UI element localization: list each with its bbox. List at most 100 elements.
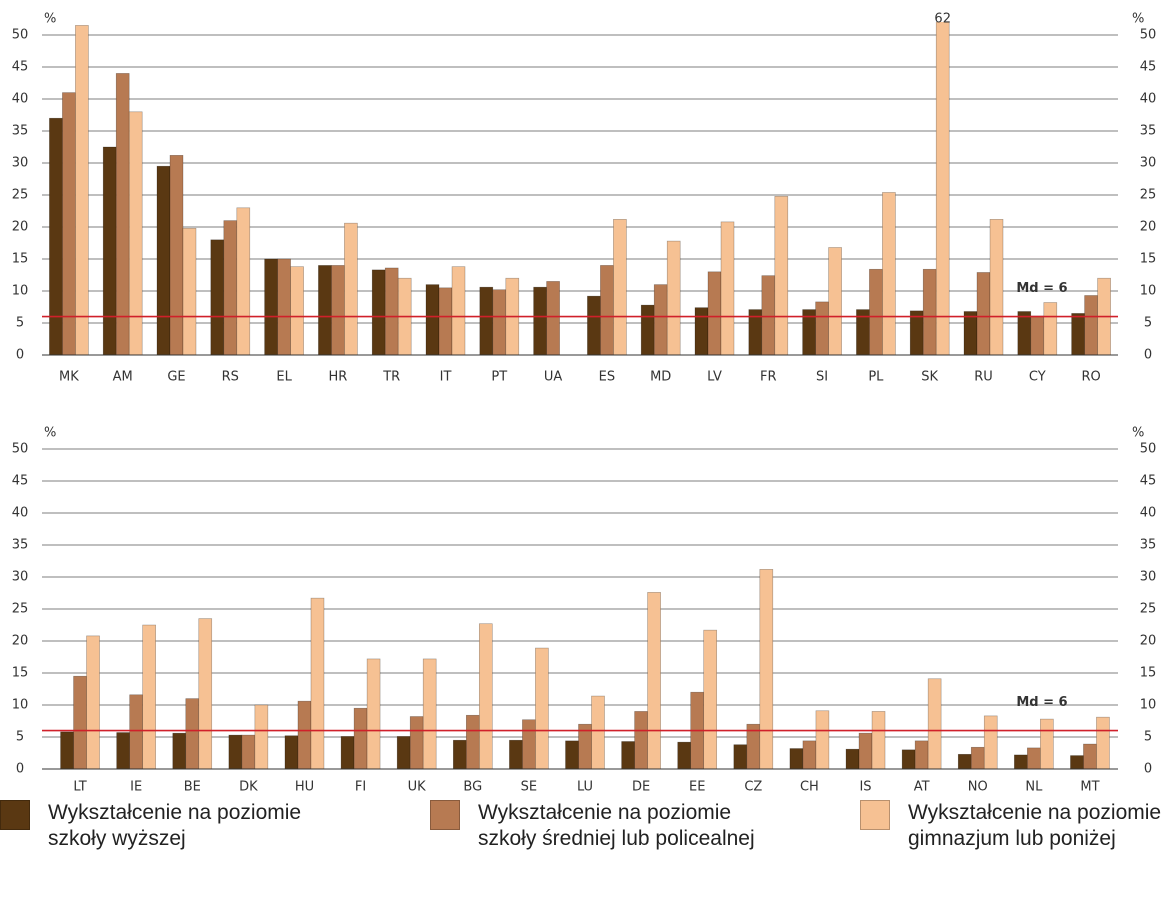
bar [703, 629, 718, 770]
bar [914, 740, 929, 770]
bar [331, 265, 345, 356]
y-axis-label: % [44, 12, 56, 27]
bar [707, 271, 722, 356]
x-tick-label: ES [599, 370, 615, 385]
y2-tick-label: 40 [1140, 92, 1157, 107]
x-tick-label: BE [184, 780, 201, 795]
bar [128, 111, 143, 356]
bar [465, 714, 480, 770]
bar [533, 286, 547, 356]
y2-tick-label: 25 [1140, 188, 1157, 203]
y2-axis-label: % [1132, 12, 1144, 27]
bar [384, 267, 399, 356]
y2-tick-label: 20 [1140, 634, 1157, 649]
y-tick-label: 25 [12, 188, 29, 203]
bar [1070, 755, 1084, 770]
y-tick-label: 0 [16, 762, 24, 777]
bar [759, 569, 774, 770]
bar [858, 732, 873, 770]
x-tick-label: SE [521, 780, 537, 795]
bar [340, 736, 355, 770]
bar [492, 289, 507, 356]
bar [970, 746, 985, 770]
bar [290, 266, 304, 356]
bar [318, 265, 332, 356]
bar [882, 192, 896, 356]
bar [733, 744, 748, 770]
bar [422, 658, 437, 770]
x-tick-label: UA [544, 370, 563, 385]
x-tick-label: HU [295, 780, 314, 795]
y2-tick-label: 35 [1140, 538, 1157, 553]
bar [802, 740, 817, 770]
y-tick-label: 15 [12, 252, 29, 267]
bar [1071, 313, 1085, 356]
bar [142, 624, 156, 770]
bar [871, 711, 886, 770]
x-tick-label: LU [577, 780, 593, 795]
bar [666, 240, 681, 356]
bar [438, 287, 453, 356]
x-tick-label: NL [1025, 780, 1043, 795]
y-tick-label: 45 [12, 474, 29, 489]
y2-tick-label: 15 [1140, 666, 1157, 681]
x-tick-label: LV [707, 370, 722, 385]
y2-tick-label: 50 [1140, 442, 1157, 457]
bar [976, 272, 991, 356]
data-label: 62 [934, 12, 951, 27]
legend-label: Wykształcenie na poziomie szkoły wyższej [48, 801, 302, 850]
legend-item: Wykształcenie na poziomie szkoły średnie… [430, 800, 790, 852]
y-tick-label: 40 [12, 92, 29, 107]
bar [983, 715, 998, 770]
bar [1096, 716, 1110, 770]
bar [761, 275, 776, 356]
bar [677, 741, 692, 770]
bar [223, 220, 238, 356]
bar [922, 268, 937, 356]
bar [277, 258, 291, 356]
x-tick-label: LT [73, 780, 86, 795]
legend-item: Wykształcenie na poziomie szkoły wyższej [0, 800, 360, 852]
bar [185, 698, 200, 770]
x-tick-label: GE [167, 370, 185, 385]
x-tick-label: HR [328, 370, 347, 385]
y2-tick-label: 15 [1140, 252, 1157, 267]
bar [254, 704, 269, 770]
x-tick-label: NO [968, 780, 988, 795]
bar [591, 695, 605, 770]
y2-tick-label: 45 [1140, 474, 1157, 489]
x-tick-label: SK [921, 370, 938, 385]
x-tick-label: DE [632, 780, 650, 795]
bar [396, 736, 411, 770]
legend-swatch [430, 800, 460, 830]
y2-tick-label: 35 [1140, 124, 1157, 139]
bar [600, 265, 614, 356]
bar [845, 748, 860, 770]
bar [264, 258, 278, 356]
x-tick-label: EE [689, 780, 705, 795]
x-tick-label: IE [130, 780, 142, 795]
bar [297, 700, 312, 770]
bar [236, 207, 251, 356]
y2-tick-label: 45 [1140, 60, 1157, 75]
y-tick-label: 30 [12, 156, 29, 171]
bar [909, 310, 924, 356]
x-tick-label: EL [276, 370, 292, 385]
x-tick-label: CY [1029, 370, 1046, 385]
x-tick-label: MK [59, 370, 79, 385]
x-tick-label: RU [974, 370, 993, 385]
bar [815, 301, 829, 356]
bar [647, 592, 661, 770]
y-tick-label: 5 [16, 730, 24, 745]
bars [60, 569, 1110, 770]
legend-swatch [860, 800, 890, 830]
bar [1040, 718, 1054, 770]
y2-tick-label: 10 [1140, 698, 1157, 713]
bar [989, 219, 1004, 356]
x-tick-label: CH [800, 780, 819, 795]
median-label: Md = 6 [1016, 281, 1067, 296]
y2-tick-label: 30 [1140, 570, 1157, 585]
x-tick-label: CZ [744, 780, 762, 795]
y-tick-label: 45 [12, 60, 29, 75]
x-tick-label: AM [113, 370, 133, 385]
